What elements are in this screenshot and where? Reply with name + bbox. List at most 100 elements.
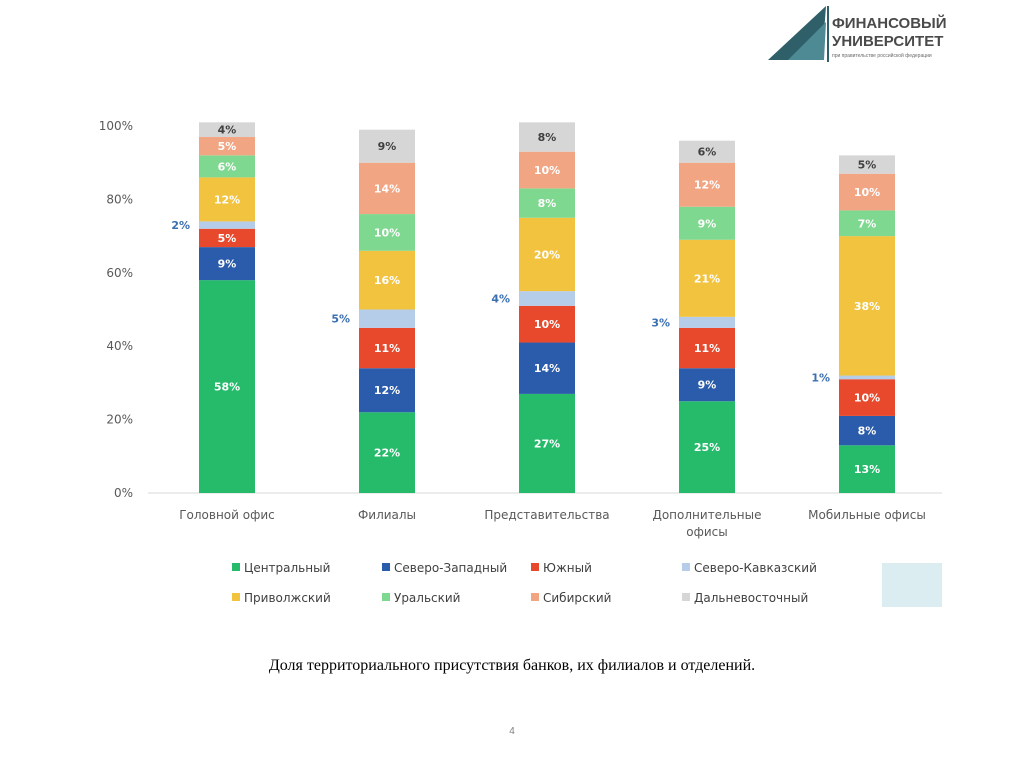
- bar-segment: [679, 206, 735, 240]
- legend-swatch: [382, 563, 390, 571]
- bar-data-label: 12%: [214, 193, 240, 206]
- bar-segment: [839, 375, 895, 380]
- bar-data-label: 21%: [694, 272, 720, 285]
- bar-data-label: 58%: [214, 381, 240, 394]
- legend-label: Центральный: [244, 561, 330, 575]
- y-tick-label: 60%: [106, 266, 133, 280]
- bar-data-label: 8%: [538, 197, 557, 210]
- category-label: Мобильные офисы: [808, 508, 926, 522]
- bar-data-label: 25%: [694, 441, 720, 454]
- bar-segment: [519, 291, 575, 306]
- bar-data-label: 4%: [218, 124, 237, 137]
- legend-swatch: [382, 593, 390, 601]
- bar-data-label: 14%: [534, 362, 560, 375]
- y-axis: 0% 20% 40% 60% 80% 100%: [99, 119, 133, 500]
- bar-segment: [839, 379, 895, 416]
- bar-segment: [679, 316, 735, 328]
- bar-data-label: 20%: [534, 248, 560, 261]
- decorative-box: [882, 563, 942, 607]
- legend-label: Дальневосточный: [694, 591, 808, 605]
- bar-data-label: 16%: [374, 274, 400, 287]
- category-label: Представительства: [484, 508, 609, 522]
- bar-data-label: 10%: [534, 164, 560, 177]
- bar-segment: [679, 368, 735, 402]
- bar-segment: [679, 327, 735, 369]
- university-logo: ФИНАНСОВЫЙ УНИВЕРСИТЕТ при правительстве…: [768, 6, 947, 62]
- bar-data-label: 8%: [858, 425, 877, 438]
- bar-segment: [199, 137, 255, 156]
- bar-segment: [519, 151, 575, 189]
- category-label: Филиалы: [358, 508, 416, 522]
- bar-data-label: 10%: [854, 392, 880, 405]
- bar-data-label: 9%: [378, 140, 397, 153]
- legend-swatch: [531, 593, 539, 601]
- bar-segment: [519, 305, 575, 343]
- bar-data-label: 5%: [858, 159, 877, 172]
- y-tick-label: 100%: [99, 119, 133, 133]
- bar-segment: [839, 173, 895, 211]
- legend-label: Северо-Кавказский: [694, 561, 817, 575]
- bar-data-label: 3%: [651, 316, 670, 329]
- bar-segment: [199, 228, 255, 248]
- logo-line-2: УНИВЕРСИТЕТ: [832, 33, 943, 50]
- bar-data-label: 9%: [698, 217, 717, 230]
- bar-segment: [839, 236, 895, 376]
- page-number: 4: [509, 726, 515, 737]
- x-axis-categories: Головной офис Филиалы Представительства Доп…: [179, 508, 926, 539]
- legend: Центральный Северо-Западный Южный Северо-Ка…: [232, 561, 817, 605]
- bar-segment: [359, 214, 415, 251]
- bars: 58% 9% 5% 2% 12% 6% 5% 4% 22% 12% 11% 5% 16% 10% 14% 9%…: [171, 122, 895, 493]
- y-tick-label: 20%: [106, 413, 133, 427]
- bar-data-label: 1%: [811, 371, 830, 384]
- legend-label: Уральский: [394, 591, 460, 605]
- legend-swatch: [682, 563, 690, 571]
- legend-swatch: [682, 593, 690, 601]
- bar-data-label: 10%: [534, 318, 560, 331]
- bar-segment: [519, 122, 575, 152]
- stacked-bar-chart: 0% 20% 40% 60% 80% 100% 58% 9% 5% 2% 12% 6% 5% 4% 22%…: [99, 119, 942, 605]
- logo-line-3: при правительстве российской федерации: [832, 52, 932, 59]
- bar-data-label: 10%: [854, 186, 880, 199]
- y-tick-label: 0%: [114, 486, 133, 500]
- bar-segment: [839, 210, 895, 237]
- bar-segment: [679, 140, 735, 163]
- legend-swatch: [232, 593, 240, 601]
- bar-segment: [199, 122, 255, 138]
- bar-segment: [359, 129, 415, 163]
- bar-segment: [679, 401, 735, 493]
- bar-segment: [359, 368, 415, 413]
- bar-data-label: 12%: [374, 384, 400, 397]
- bar-data-label: 6%: [218, 160, 237, 173]
- bar-data-label: 27%: [534, 437, 560, 450]
- bar-segment: [359, 250, 415, 310]
- bar-segment: [679, 162, 735, 207]
- logo-line-1: ФИНАНСОВЫЙ: [832, 14, 947, 32]
- bar-data-label: 2%: [171, 219, 190, 232]
- bar-segment: [519, 188, 575, 218]
- bar-data-label: 38%: [854, 300, 880, 313]
- bar-segment: [199, 247, 255, 281]
- y-tick-label: 80%: [106, 192, 133, 206]
- category-label: офисы: [686, 525, 727, 539]
- y-tick-label: 40%: [106, 339, 133, 353]
- legend-swatch: [531, 563, 539, 571]
- bar-segment: [199, 155, 255, 178]
- legend-label: Южный: [543, 561, 592, 575]
- bar-segment: [839, 155, 895, 174]
- bar-segment: [359, 162, 415, 215]
- bar-data-label: 4%: [491, 292, 510, 305]
- bar-segment: [199, 221, 255, 229]
- bar-data-label: 9%: [218, 258, 237, 271]
- legend-label: Сибирский: [543, 591, 611, 605]
- bar-data-label: 13%: [854, 463, 880, 476]
- bar-data-label: 10%: [374, 226, 400, 239]
- bar-data-label: 14%: [374, 182, 400, 195]
- bar-segment: [519, 342, 575, 394]
- bar-data-label: 7%: [858, 217, 877, 230]
- bar-data-label: 11%: [374, 342, 400, 355]
- legend-label: Северо-Западный: [394, 561, 507, 575]
- bar-segment: [199, 177, 255, 222]
- bar-data-label: 9%: [698, 379, 717, 392]
- bar-data-label: 6%: [698, 146, 717, 159]
- bar-data-label: 12%: [694, 179, 720, 192]
